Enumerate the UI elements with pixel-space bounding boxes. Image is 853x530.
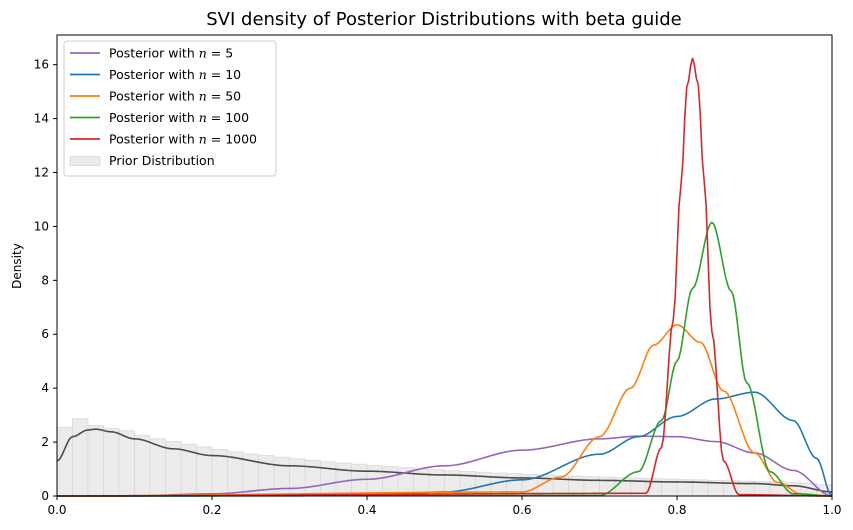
prior-hist-bar xyxy=(289,458,306,497)
plot-frame xyxy=(56,34,833,497)
prior-kde-line xyxy=(56,428,833,493)
prior-hist-bar xyxy=(366,465,383,497)
y-tick-label: 4 xyxy=(41,381,49,395)
y-axis-ticks: 0 2 4 6 8 10 12 14 16 xyxy=(34,58,57,503)
posterior-line-0 xyxy=(57,435,833,497)
prior-hist-bar xyxy=(87,424,104,497)
prior-hist-bar xyxy=(320,461,337,497)
legend-label: Posterior with n = 10 xyxy=(109,67,241,82)
y-tick-label: 12 xyxy=(34,165,49,179)
prior-hist-bar xyxy=(335,462,352,497)
chart-title: SVI density of Posterior Distributions w… xyxy=(206,9,682,30)
prior-hist-bar xyxy=(103,428,120,497)
legend-label: Posterior with n = 100 xyxy=(109,110,249,125)
x-axis-ticks: 0.0 0.2 0.4 0.6 0.8 1.0 xyxy=(47,496,842,517)
prior-hist-bar xyxy=(273,456,290,497)
y-tick-label: 10 xyxy=(34,219,49,233)
y-tick-label: 8 xyxy=(41,273,49,287)
prior-hist-bar xyxy=(118,430,135,497)
y-tick-label: 14 xyxy=(34,112,49,126)
y-tick-label: 2 xyxy=(41,435,49,449)
legend-label: Posterior with n = 50 xyxy=(109,89,241,104)
y-tick-label: 16 xyxy=(34,58,49,72)
legend-label: Posterior with n = 1000 xyxy=(109,132,257,147)
prior-hist-bar xyxy=(134,434,151,497)
legend-label: Posterior with n = 5 xyxy=(109,46,233,61)
x-tick-label: 0.6 xyxy=(512,503,531,517)
x-tick-label: 0.4 xyxy=(357,503,376,517)
y-tick-label: 0 xyxy=(41,489,49,503)
x-tick-label: 0.8 xyxy=(667,503,686,517)
legend: Posterior with n = 5 Posterior with n = 1… xyxy=(63,40,277,177)
legend-swatch xyxy=(69,156,101,166)
y-tick-label: 6 xyxy=(41,327,49,341)
prior-histogram xyxy=(56,418,833,497)
x-tick-label: 1.0 xyxy=(822,503,841,517)
y-axis-label: Density xyxy=(10,243,24,289)
legend-box xyxy=(63,40,277,177)
x-tick-label: 0.0 xyxy=(47,503,66,517)
legend-label: Prior Distribution xyxy=(109,153,215,168)
x-tick-label: 0.2 xyxy=(202,503,221,517)
